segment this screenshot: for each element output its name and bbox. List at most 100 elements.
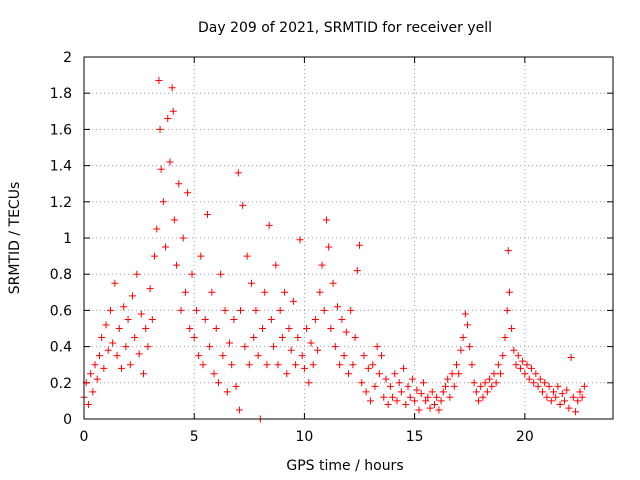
data-point [547, 397, 555, 405]
data-point [430, 401, 438, 409]
x-tick-label: 15 [406, 429, 424, 445]
data-point [274, 361, 282, 369]
data-point [111, 279, 119, 287]
y-tick-label: 2 [63, 50, 72, 66]
data-point [206, 343, 214, 351]
y-tick-label: 0.2 [50, 376, 72, 392]
data-point [400, 364, 408, 372]
data-point [236, 306, 244, 314]
data-point [281, 288, 289, 296]
data-point [576, 388, 584, 396]
data-point [221, 306, 229, 314]
data-point [486, 375, 494, 383]
data-point [572, 408, 580, 416]
data-point [340, 352, 348, 360]
data-point [122, 343, 130, 351]
data-point [225, 339, 233, 347]
data-point [159, 198, 167, 206]
x-tick-label: 0 [80, 429, 89, 445]
data-point [333, 303, 341, 311]
data-point [503, 306, 511, 314]
data-point [505, 288, 513, 296]
data-point [128, 292, 136, 300]
data-point [318, 261, 326, 269]
data-point [267, 315, 275, 323]
chart-title: Day 209 of 2021, SRMTID for receiver yel… [198, 20, 492, 36]
data-point [314, 346, 322, 354]
data-point [168, 84, 176, 92]
data-point [378, 352, 386, 360]
data-point [162, 243, 170, 251]
data-point [93, 375, 101, 383]
data-point [530, 379, 538, 387]
data-point [157, 165, 165, 173]
data-point [327, 325, 335, 332]
y-tick-label: 1.4 [50, 159, 72, 175]
data-point [245, 361, 253, 369]
data-point [538, 388, 546, 396]
data-point [567, 353, 575, 361]
data-point [375, 370, 383, 378]
data-point [501, 334, 509, 342]
y-tick-label: 1.6 [50, 122, 72, 138]
data-point [95, 352, 103, 360]
data-point [188, 270, 196, 278]
data-point [516, 364, 524, 372]
grid-lines [84, 57, 613, 419]
data-point [534, 382, 542, 390]
data-point [115, 325, 123, 332]
data-point [100, 364, 108, 372]
data-point [411, 397, 419, 405]
data-point [525, 375, 533, 383]
y-tick-label: 1.8 [50, 86, 72, 102]
data-point [499, 352, 507, 360]
data-point [481, 379, 489, 387]
data-point [254, 352, 262, 360]
data-point [472, 388, 480, 396]
data-point [527, 364, 535, 372]
data-point [382, 375, 390, 383]
data-point [325, 243, 333, 251]
data-point [285, 325, 293, 332]
data-point [91, 361, 99, 369]
data-point [87, 370, 95, 378]
x-tick-label: 10 [296, 429, 314, 445]
data-point [417, 390, 425, 398]
data-point [504, 247, 512, 255]
data-point [402, 401, 410, 409]
data-point [155, 77, 163, 85]
data-point [468, 361, 476, 369]
data-point [210, 370, 218, 378]
data-point [106, 306, 114, 314]
data-point [439, 388, 447, 396]
data-point [156, 125, 164, 133]
data-point [146, 285, 154, 293]
data-point [358, 379, 366, 387]
data-point [329, 279, 337, 287]
data-point [289, 297, 297, 305]
data-point [455, 370, 463, 378]
data-point [283, 370, 291, 378]
data-point [435, 406, 443, 414]
data-point [362, 388, 370, 396]
data-point [261, 288, 269, 296]
y-tick-label: 0 [63, 412, 72, 428]
data-point [406, 393, 414, 401]
data-point [208, 288, 216, 296]
data-point [367, 397, 375, 405]
data-point [483, 388, 491, 396]
data-point [179, 234, 187, 242]
data-point [117, 364, 125, 372]
data-point [113, 352, 121, 360]
data-point [89, 388, 97, 396]
data-point [151, 252, 159, 260]
data-point [536, 375, 544, 383]
data-point [459, 334, 467, 342]
data-point [554, 382, 562, 390]
y-tick-label: 0.8 [50, 267, 72, 283]
data-point [84, 401, 92, 409]
data-point [466, 343, 474, 351]
data-point [250, 334, 258, 342]
data-point [556, 401, 564, 409]
